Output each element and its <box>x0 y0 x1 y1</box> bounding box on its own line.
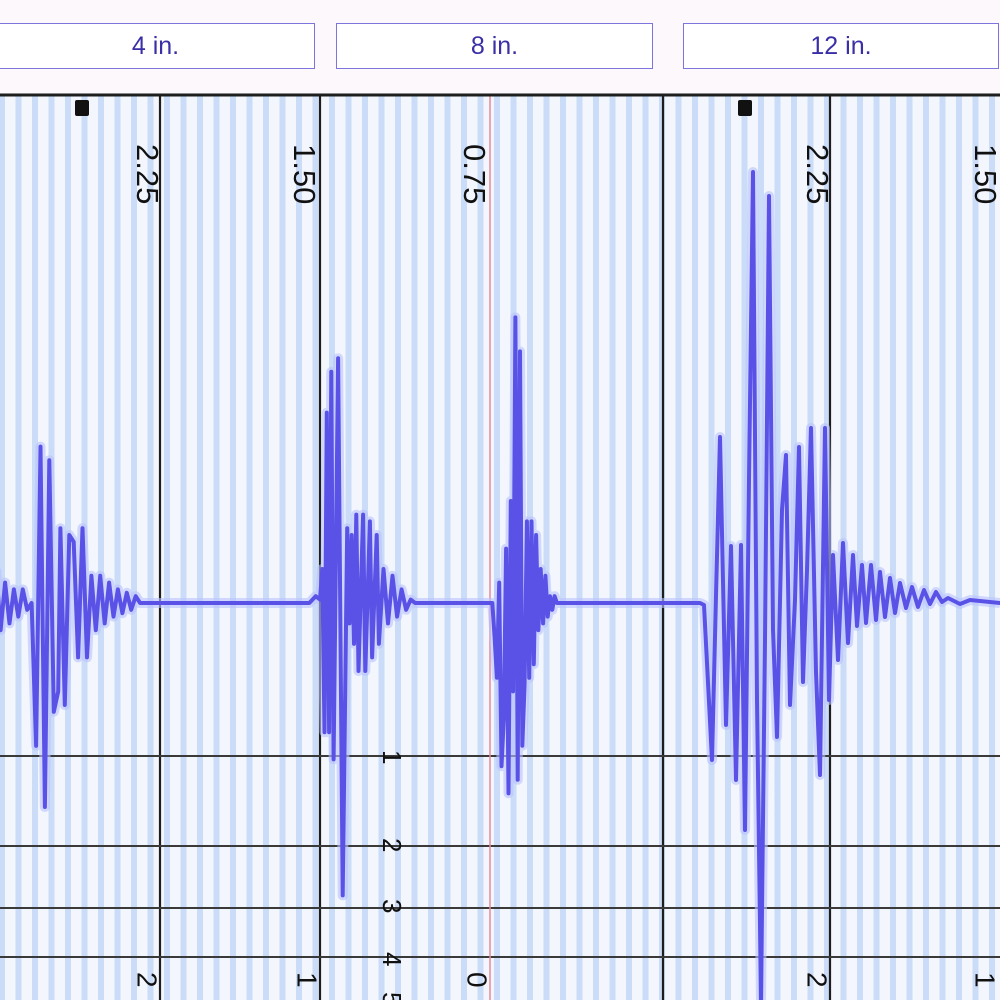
bottom-tick-label: 0 <box>462 972 493 988</box>
marker-square <box>75 100 89 116</box>
bottom-tick-label: 1 <box>970 972 1000 988</box>
bottom-tick-label: 1 <box>292 972 323 988</box>
depth-scale-label: 5 <box>377 992 407 1000</box>
marker-square <box>738 100 752 116</box>
depth-scale-label: 1 <box>377 750 407 764</box>
depth-scale-label: 4 <box>377 952 407 966</box>
depth-scale-label: 2 <box>377 838 407 852</box>
tick-label: 1.50 <box>287 144 322 204</box>
tick-label: 2.25 <box>130 144 165 204</box>
tick-label: 0.75 <box>457 144 492 204</box>
tick-label: 1.50 <box>968 144 1000 204</box>
tick-label: 2.25 <box>800 144 835 204</box>
bottom-tick-label: 2 <box>802 972 833 988</box>
bottom-tick-label: 2 <box>132 972 163 988</box>
depth-scale-label: 3 <box>377 899 407 913</box>
